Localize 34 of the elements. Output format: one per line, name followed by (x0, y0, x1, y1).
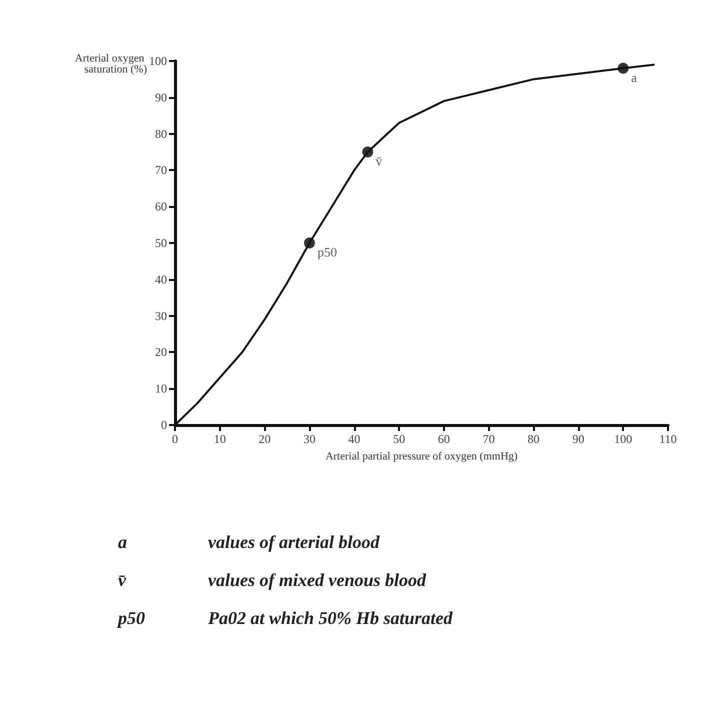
x-tick-label: 20 (258, 432, 271, 446)
x-tick-label: 100 (614, 432, 632, 446)
y-tick-label: 10 (155, 382, 167, 396)
x-tick-label: 70 (482, 432, 495, 446)
x-tick-label: 10 (214, 432, 226, 446)
x-tick-label: 30 (303, 432, 316, 446)
y-tick-label: 40 (155, 272, 167, 286)
annotation: v̄ (376, 154, 383, 168)
x-tick-label: 90 (572, 432, 584, 446)
y-tick-label: 30 (155, 308, 167, 323)
text: values of mixed venous blood (208, 570, 427, 590)
x-tick-label: 80 (528, 432, 540, 446)
y-axis-title: Arterial oxygen saturation (%) (74, 52, 148, 76)
text: Pa02 at which 50% Hb saturated (207, 608, 454, 628)
annotation: a (631, 70, 638, 85)
y-tick-label: 80 (155, 126, 167, 141)
y-tick-label: 0 (161, 418, 167, 432)
text: a (118, 532, 127, 552)
x-tick-label: 0 (172, 432, 178, 446)
text: p50 (116, 608, 145, 628)
x-tick-label: 40 (348, 432, 360, 446)
y-tick-label: 60 (155, 200, 167, 214)
x-tick-label: 60 (438, 432, 450, 446)
text: values of arterial blood (208, 532, 380, 552)
annotation: p50 (317, 244, 337, 260)
x-axis-title: Arterial partial pressure of oxygen (mmHg) (325, 450, 518, 462)
y-tick-label: 90 (155, 90, 167, 104)
x-tick-label: 110 (659, 432, 677, 446)
y-tick-label: 20 (155, 345, 167, 360)
y-tick-label: 70 (155, 163, 167, 178)
y-tick-label: 50 (155, 236, 167, 250)
x-tick-label: 50 (393, 432, 406, 446)
y-tick-label: 100 (149, 54, 167, 68)
text: v̄ (118, 570, 127, 590)
